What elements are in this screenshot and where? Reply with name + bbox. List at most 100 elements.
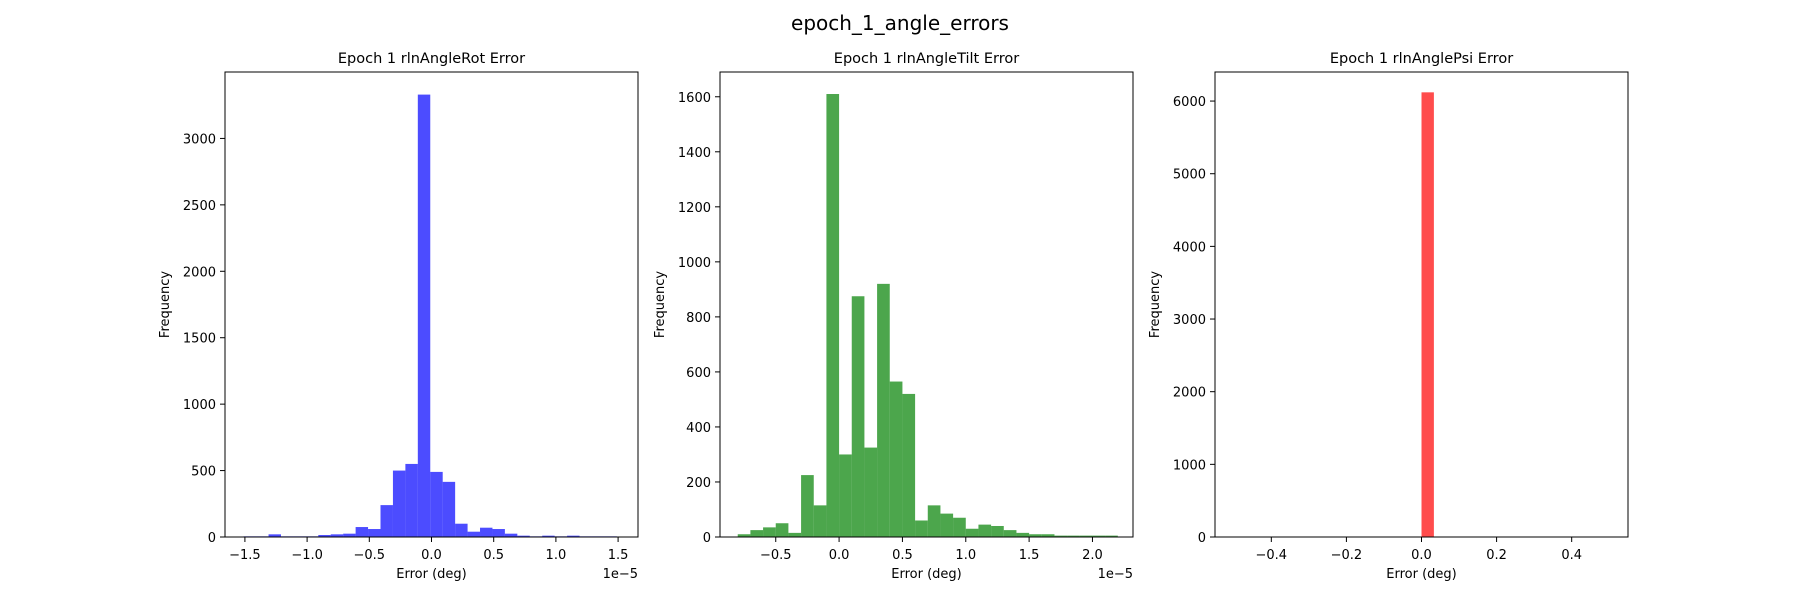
panel-1-bar bbox=[480, 527, 493, 537]
panel-2-bar bbox=[953, 517, 966, 537]
panel-2-bar bbox=[775, 523, 789, 537]
panel-2-ytick-label: 1600 bbox=[678, 91, 711, 106]
panel-1-bar bbox=[355, 527, 369, 537]
panel-2-xlabel: Error (deg) bbox=[891, 567, 961, 582]
panel-2-bar bbox=[1092, 535, 1106, 537]
panel-3-xtick-label: 0.2 bbox=[1486, 548, 1507, 563]
panel-3-xtick-label: 0.4 bbox=[1561, 548, 1582, 563]
panel-2-bar bbox=[1067, 535, 1080, 537]
panel-1-bar bbox=[455, 523, 468, 537]
panel-2-bar bbox=[965, 528, 979, 537]
panel-2-ytick-label: 200 bbox=[686, 476, 711, 491]
panel-1-ytick-label: 2000 bbox=[183, 265, 216, 280]
panel-1-bar bbox=[417, 94, 431, 537]
panel-2-bar bbox=[813, 505, 827, 537]
panel-3-xlabel: Error (deg) bbox=[1386, 567, 1456, 582]
panel-1-xtick-label: 0.5 bbox=[483, 548, 504, 563]
panel-1-xtick-label: −0.5 bbox=[354, 548, 386, 563]
panel-2-ytick-label: 0 bbox=[703, 531, 711, 546]
panel-1-bar bbox=[442, 481, 456, 537]
panel-3-ytick-label: 0 bbox=[1198, 531, 1206, 546]
panel-3-ytick-label: 3000 bbox=[1173, 313, 1206, 328]
panel-1-xtick-label: 0.0 bbox=[421, 548, 442, 563]
panel-1-bar bbox=[430, 471, 443, 537]
panel-2-xtick-label: 1.0 bbox=[955, 548, 976, 563]
panel-2-bar bbox=[826, 94, 840, 537]
panel-1-ytick-label: 2500 bbox=[183, 199, 216, 214]
panel-2-bar bbox=[851, 296, 865, 537]
panel-2-ytick-label: 600 bbox=[686, 366, 711, 381]
panel-2-bar bbox=[801, 475, 814, 537]
panel-1-bar bbox=[405, 463, 418, 537]
panel-1-ytick-label: 3000 bbox=[183, 132, 216, 147]
panel-1-bar bbox=[343, 533, 356, 537]
panel-1-xlabel: Error (deg) bbox=[396, 567, 466, 582]
panel-3-ytick-label: 4000 bbox=[1173, 240, 1206, 255]
panel-2-bar bbox=[788, 532, 802, 537]
panel-2-bar bbox=[1029, 534, 1042, 537]
panel-2-bar bbox=[978, 524, 992, 537]
panel-1-bar bbox=[517, 535, 530, 537]
panel-1-x-offset: 1e−5 bbox=[603, 567, 638, 582]
panel-2-bar bbox=[750, 530, 764, 537]
panel-1-xtick-label: −1.0 bbox=[291, 548, 323, 563]
panel-2-bar bbox=[940, 513, 954, 537]
panel-3-ylabel: Frequency bbox=[1148, 271, 1163, 338]
panel-3-ytick-label: 6000 bbox=[1173, 95, 1206, 110]
panel-1: −1.5 −1.0 −0.5 0.0 0.5 1.0 1.5 0 500 1000 1500 2000… bbox=[158, 51, 639, 582]
panel-2-bar bbox=[1003, 530, 1017, 537]
panel-2-bar bbox=[915, 520, 928, 537]
panel-2-bar bbox=[902, 393, 916, 537]
figure-title: epoch_1_angle_errors bbox=[791, 11, 1009, 35]
panel-1-bar bbox=[467, 531, 481, 537]
panel-2-x-offset: 1e−5 bbox=[1098, 567, 1133, 582]
panel-1-xtick-label: −1.5 bbox=[229, 548, 261, 563]
panel-1-bar bbox=[268, 534, 281, 537]
panel-3-ytick-label: 5000 bbox=[1173, 168, 1206, 183]
panel-2-ytick-label: 800 bbox=[686, 311, 711, 326]
panel-1-title: Epoch 1 rlnAngleRot Error bbox=[338, 51, 525, 67]
panel-1-ytick-label: 500 bbox=[191, 465, 216, 480]
panel-2-bar bbox=[877, 283, 890, 537]
panel-3: −0.4 −0.2 0.0 0.2 0.4 0 1000 2000 3000 4000 5000 60… bbox=[1148, 51, 1629, 582]
panel-1-bar bbox=[368, 529, 381, 537]
panel-2-bar bbox=[889, 381, 903, 537]
panel-2-bar bbox=[1041, 534, 1055, 537]
panel-1-ytick-label: 1000 bbox=[183, 398, 216, 413]
panel-3-bar bbox=[1421, 92, 1434, 537]
panel-2-bar bbox=[927, 505, 941, 537]
panel-1-bar bbox=[504, 533, 518, 537]
panel-2-frame bbox=[719, 71, 1134, 538]
panel-2: −0.5 0.0 0.5 1.0 1.5 2.0 0 200 400 600 800 1000 1200… bbox=[653, 51, 1134, 582]
panel-1-bar bbox=[318, 535, 331, 537]
panel-1-bar bbox=[380, 505, 393, 537]
panel-3-xtick-label: −0.4 bbox=[1256, 548, 1288, 563]
panel-1-bar bbox=[492, 529, 505, 537]
panel-2-bar bbox=[991, 525, 1004, 537]
panel-1-ylabel: Frequency bbox=[158, 271, 173, 338]
panel-2-ytick-label: 1400 bbox=[678, 146, 711, 161]
panel-3-ytick-label: 2000 bbox=[1173, 386, 1206, 401]
panel-3-xtick-label: 0.0 bbox=[1411, 548, 1432, 563]
panel-3-title: Epoch 1 rlnAnglePsi Error bbox=[1330, 51, 1513, 67]
panel-2-xtick-label: 1.5 bbox=[1019, 548, 1040, 563]
panel-2-bar bbox=[864, 447, 878, 537]
panel-3-xtick-label: −0.2 bbox=[1331, 548, 1363, 563]
panel-2-ylabel: Frequency bbox=[653, 271, 668, 338]
panel-2-bar bbox=[1054, 535, 1068, 537]
panel-2-bar bbox=[1105, 535, 1118, 537]
panel-1-xtick-label: 1.5 bbox=[608, 548, 629, 563]
panel-2-title: Epoch 1 rlnAngleTilt Error bbox=[834, 51, 1019, 67]
panel-1-bar bbox=[567, 535, 580, 537]
panel-2-bar bbox=[737, 534, 751, 537]
panel-2-bar bbox=[763, 527, 776, 537]
panel-2-ytick-label: 1200 bbox=[678, 201, 711, 216]
panel-2-xtick-label: 0.5 bbox=[892, 548, 913, 563]
panel-2-ytick-label: 400 bbox=[686, 421, 711, 436]
panel-2-bar bbox=[1079, 535, 1093, 537]
panel-2-ytick-label: 1000 bbox=[678, 256, 711, 271]
panel-2-xtick-label: 0.0 bbox=[829, 548, 850, 563]
panel-2-bar bbox=[839, 454, 852, 537]
panel-1-bar bbox=[392, 470, 406, 537]
